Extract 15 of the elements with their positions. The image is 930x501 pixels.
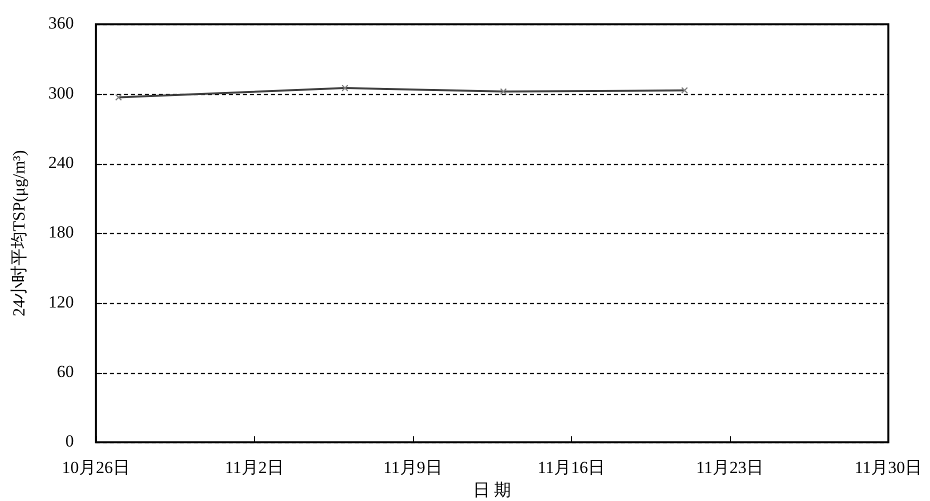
x-tick-label: 11月23日 (696, 458, 764, 477)
x-axis-title: 日 期 (472, 480, 512, 500)
x-tick-label: 11月2日 (224, 458, 284, 477)
x-tick-label: 11月16日 (538, 458, 606, 477)
y-tick-label: 300 (48, 83, 74, 102)
y-tick-label: 120 (48, 292, 74, 312)
y-tick-label: 360 (48, 14, 74, 33)
y-tick-label: 240 (48, 153, 74, 172)
x-tick-label: 11月30日 (854, 458, 922, 477)
x-tick-label: 11月9日 (383, 458, 442, 477)
y-axis-title: 24小时平均TSP(μg/m³) (10, 150, 29, 316)
y-tick-label: 0 (65, 432, 74, 451)
y-tick-label: 60 (56, 362, 74, 381)
x-tick-label: 10月26日 (62, 458, 130, 477)
y-tick-label: 180 (48, 222, 74, 242)
